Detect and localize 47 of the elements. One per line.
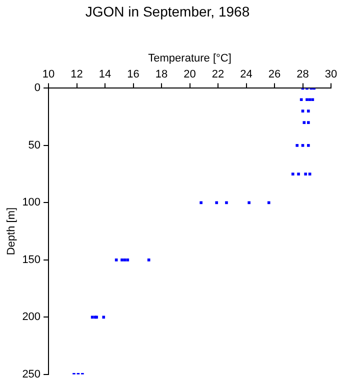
- point: [308, 172, 312, 176]
- point: [90, 316, 94, 319]
- x-tick-label: 30: [324, 68, 338, 81]
- point: [306, 144, 310, 147]
- x-tick-label: 14: [98, 68, 112, 81]
- y-tick-label: 100: [22, 196, 41, 209]
- point: [102, 316, 106, 319]
- point: [248, 201, 251, 204]
- point: [291, 172, 294, 176]
- point: [123, 258, 126, 262]
- x-tick-label: 24: [240, 68, 252, 81]
- point: [300, 98, 303, 102]
- point: [306, 121, 310, 124]
- x-tick-label: 20: [184, 68, 196, 81]
- x-axis-title: Temperature [°C]: [148, 52, 232, 64]
- point: [114, 258, 118, 262]
- point: [308, 98, 312, 102]
- y-tick-label: 0: [34, 82, 41, 94]
- x-tick-label: 16: [127, 68, 140, 81]
- point: [311, 98, 314, 102]
- point: [296, 144, 299, 147]
- y-tick-label: 200: [22, 311, 41, 324]
- point: [306, 98, 308, 102]
- x-tick-label: 18: [155, 68, 168, 81]
- y-tick-label: 150: [22, 254, 41, 266]
- point: [215, 201, 218, 204]
- y-tick-label: 50: [28, 139, 41, 152]
- point: [147, 258, 150, 262]
- point: [120, 258, 124, 262]
- point: [297, 172, 300, 176]
- x-tick-label: 12: [70, 68, 83, 81]
- point: [306, 110, 310, 113]
- x-tick-label: 22: [212, 68, 224, 81]
- point: [267, 201, 270, 204]
- chart-title: JGON in September, 1968: [85, 3, 250, 20]
- point: [304, 172, 307, 176]
- point: [225, 201, 228, 204]
- point: [200, 201, 202, 204]
- y-axis-title: Depth [m]: [6, 207, 18, 256]
- point: [302, 121, 306, 124]
- point: [301, 110, 304, 113]
- y-tick-label: 250: [22, 368, 41, 380]
- point: [126, 258, 130, 262]
- x-tick-label: 28: [296, 68, 309, 81]
- point: [301, 144, 304, 147]
- x-tick-label: 26: [268, 68, 281, 81]
- x-tick-label: 10: [42, 68, 55, 81]
